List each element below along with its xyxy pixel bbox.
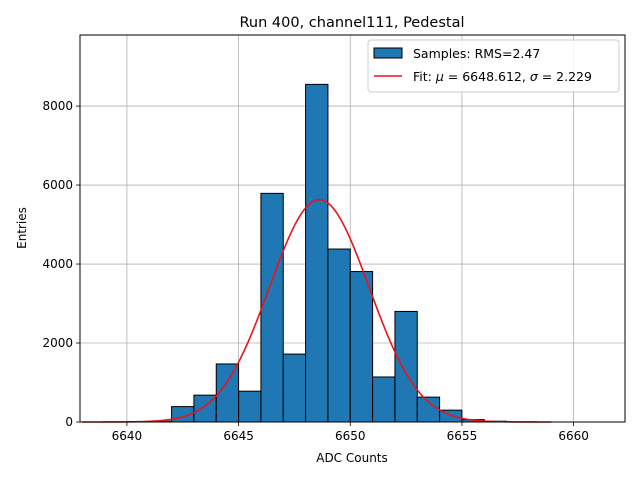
- y-axis-ticks: 0 2000 4000 6000 8000: [42, 99, 80, 429]
- plot-frame: [79, 34, 626, 423]
- legend-fit-mu-symbol: μ: [435, 69, 444, 84]
- x-axis-label: ADC Counts: [316, 451, 388, 465]
- histogram-bar: [372, 376, 396, 423]
- legend-fit-mu-value: = 6648.612,: [444, 69, 530, 84]
- y-tick-label: 0: [65, 415, 73, 429]
- legend: Samples: RMS=2.47 Fit: μ = 6648.612, σ =…: [367, 39, 620, 93]
- legend-histogram-swatch: [373, 47, 403, 59]
- y-tick-label: 8000: [42, 99, 73, 113]
- histogram-bar: [282, 353, 307, 423]
- histogram-bar: [349, 271, 374, 423]
- x-tick-label: 6655: [447, 429, 478, 443]
- x-tick-label: 6650: [335, 429, 366, 443]
- legend-fit-sigma-value: = 2.229: [538, 69, 592, 84]
- histogram-bar: [327, 248, 351, 423]
- legend-fit-prefix: Fit:: [413, 69, 436, 84]
- histogram-bar: [394, 310, 418, 423]
- x-tick-label: 6645: [223, 429, 254, 443]
- legend-box: [367, 39, 620, 93]
- legend-histogram-label: Samples: RMS=2.47: [413, 46, 540, 61]
- histogram-bar: [305, 83, 329, 423]
- x-axis-ticks: 6640 6645 6650 6655 6660: [112, 422, 589, 443]
- y-tick-label: 2000: [42, 336, 73, 350]
- x-tick-label: 6640: [112, 429, 143, 443]
- chart-title: Run 400, channel111, Pedestal: [239, 15, 464, 31]
- histogram-bar: [238, 390, 262, 423]
- y-axis-label: Entries: [15, 207, 29, 249]
- y-tick-label: 6000: [42, 178, 73, 192]
- histogram-bar: [260, 192, 284, 423]
- histogram-bars: [126, 83, 508, 423]
- legend-fit-sigma-symbol: σ: [530, 69, 539, 84]
- x-tick-label: 6660: [558, 429, 589, 443]
- fit-curve: [82, 198, 552, 423]
- y-tick-label: 4000: [42, 257, 73, 271]
- legend-fit-label: Fit: μ = 6648.612, σ = 2.229: [413, 69, 592, 84]
